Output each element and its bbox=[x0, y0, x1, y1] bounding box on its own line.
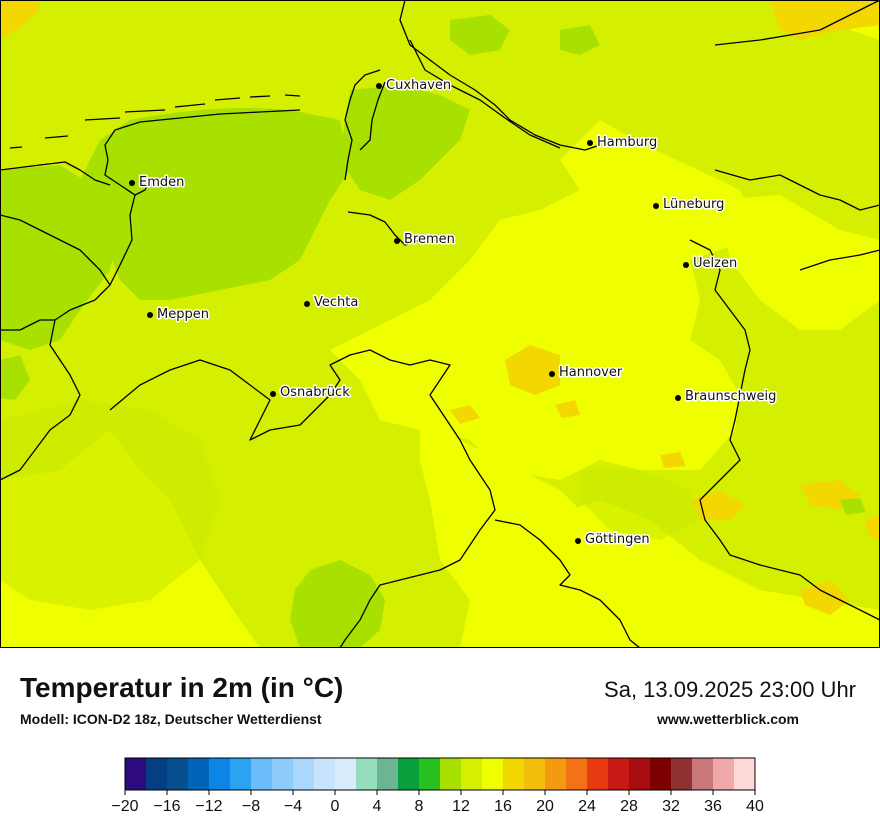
svg-text:Emden: Emden bbox=[139, 175, 184, 190]
svg-text:Vechta: Vechta bbox=[314, 295, 358, 310]
city-osnabrueck[interactable]: Osnabrück Osnabrück bbox=[270, 384, 352, 402]
city-vechta[interactable]: Vechta Vechta bbox=[304, 294, 360, 312]
svg-text:Osnabrück: Osnabrück bbox=[280, 385, 350, 400]
city-emden[interactable]: Emden Emden bbox=[129, 174, 186, 192]
legend-tick-label: 40 bbox=[746, 798, 764, 815]
svg-text:Lüneburg: Lüneburg bbox=[663, 197, 724, 212]
svg-text:Hamburg: Hamburg bbox=[597, 135, 657, 150]
city-lueneburg[interactable]: Lüneburg Lüneburg bbox=[653, 196, 726, 214]
city-braunschweig[interactable]: Braunschweig Braunschweig bbox=[675, 388, 778, 406]
svg-text:Emden: Emden bbox=[139, 175, 184, 190]
legend-tick-label: 0 bbox=[331, 798, 340, 815]
legend-swatch bbox=[419, 758, 441, 790]
legend-swatch bbox=[251, 758, 273, 790]
svg-text:Bremen: Bremen bbox=[404, 232, 455, 247]
legend-tick-label: −4 bbox=[284, 798, 302, 815]
svg-text:Osnabrück: Osnabrück bbox=[280, 385, 350, 400]
model-info: Modell: ICON-D2 18z, Deutscher Wetterdie… bbox=[20, 711, 322, 727]
legend-frame bbox=[124, 757, 756, 791]
svg-text:Braunschweig: Braunschweig bbox=[685, 389, 776, 404]
legend-swatch bbox=[335, 758, 357, 790]
city-hamburg[interactable]: Hamburg Hamburg bbox=[587, 134, 659, 152]
svg-text:Göttingen: Göttingen bbox=[585, 532, 650, 547]
legend-swatch bbox=[377, 758, 399, 790]
legend-swatch bbox=[293, 758, 315, 790]
legend-swatch bbox=[629, 758, 651, 790]
legend-swatch bbox=[125, 758, 147, 790]
legend-swatch bbox=[524, 758, 546, 790]
legend-tick-label: 4 bbox=[373, 798, 382, 815]
svg-text:Meppen: Meppen bbox=[157, 307, 209, 322]
city-meppen[interactable]: Meppen Meppen bbox=[147, 306, 210, 324]
city-markers: Cuxhaven Cuxhaven Hamburg Hamburg Emden … bbox=[129, 77, 778, 549]
legend-swatch bbox=[482, 758, 504, 790]
legend-tick-label: 24 bbox=[578, 798, 596, 815]
city-hannover[interactable]: Hannover Hannover bbox=[549, 364, 624, 382]
legend-swatch bbox=[146, 758, 168, 790]
temperature-zone-18-20 bbox=[0, 0, 880, 615]
color-legend: −20 −16 −12 −8 −4 0 4 8 12 16 20 24 28 32 36 40 bbox=[105, 756, 775, 826]
legend-swatch bbox=[671, 758, 693, 790]
chart-title: Temperatur in 2m (in °C) bbox=[20, 672, 344, 703]
legend-tick-label: −12 bbox=[195, 798, 222, 815]
legend-tick-label: −16 bbox=[153, 798, 180, 815]
legend-swatch bbox=[461, 758, 483, 790]
svg-text:Bremen: Bremen bbox=[404, 232, 455, 247]
legend-tick-label: 12 bbox=[452, 798, 470, 815]
legend-swatch bbox=[587, 758, 609, 790]
svg-text:Braunschweig: Braunschweig bbox=[685, 389, 776, 404]
legend-swatch bbox=[692, 758, 714, 790]
legend-swatch bbox=[356, 758, 378, 790]
svg-text:Lüneburg: Lüneburg bbox=[663, 197, 724, 212]
legend-swatch bbox=[314, 758, 336, 790]
coastline-borders bbox=[0, 0, 880, 648]
city-cuxhaven[interactable]: Cuxhaven Cuxhaven bbox=[376, 77, 453, 95]
city-goettingen[interactable]: Göttingen Göttingen bbox=[575, 531, 651, 549]
legend-tick-label: −8 bbox=[242, 798, 260, 815]
legend-tick-label: 20 bbox=[536, 798, 554, 815]
legend-swatch bbox=[608, 758, 630, 790]
legend-tick-label: −20 bbox=[111, 798, 138, 815]
legend-swatch bbox=[272, 758, 294, 790]
legend-tick-label: 8 bbox=[415, 798, 424, 815]
temperature-zone-12-14 bbox=[0, 15, 866, 648]
legend-swatch bbox=[230, 758, 252, 790]
svg-text:Uelzen: Uelzen bbox=[693, 256, 737, 271]
svg-text:Göttingen: Göttingen bbox=[585, 532, 650, 547]
svg-text:Uelzen: Uelzen bbox=[693, 256, 737, 271]
legend-swatch bbox=[734, 758, 756, 790]
legend-swatch bbox=[398, 758, 420, 790]
legend-tick-label: 16 bbox=[494, 798, 512, 815]
svg-text:Meppen: Meppen bbox=[157, 307, 209, 322]
legend-swatch bbox=[440, 758, 462, 790]
svg-text:Vechta: Vechta bbox=[314, 295, 358, 310]
legend-tick-label: 28 bbox=[620, 798, 638, 815]
city-uelzen[interactable]: Uelzen Uelzen bbox=[683, 255, 739, 273]
temperature-map[interactable]: Cuxhaven Cuxhaven Hamburg Hamburg Emden … bbox=[0, 0, 880, 648]
legend-swatch bbox=[209, 758, 231, 790]
legend-swatch bbox=[566, 758, 588, 790]
svg-text:Hannover: Hannover bbox=[559, 365, 623, 380]
legend-swatch bbox=[713, 758, 735, 790]
svg-text:Cuxhaven: Cuxhaven bbox=[386, 78, 451, 93]
svg-text:Hamburg: Hamburg bbox=[597, 135, 657, 150]
legend-swatch bbox=[167, 758, 189, 790]
legend-swatch bbox=[503, 758, 525, 790]
svg-text:Hannover: Hannover bbox=[559, 365, 623, 380]
city-bremen[interactable]: Bremen Bremen bbox=[394, 231, 456, 249]
svg-text:Cuxhaven: Cuxhaven bbox=[386, 78, 451, 93]
legend-tick-label: 36 bbox=[704, 798, 722, 815]
legend-swatch bbox=[188, 758, 210, 790]
forecast-datetime: Sa, 13.09.2025 23:00 Uhr bbox=[604, 677, 856, 702]
legend-tick-label: 32 bbox=[662, 798, 680, 815]
legend-swatch bbox=[650, 758, 672, 790]
legend-swatch bbox=[545, 758, 567, 790]
website-link[interactable]: www.wetterblick.com bbox=[657, 711, 799, 727]
temperature-zone-14-16 bbox=[0, 400, 700, 610]
